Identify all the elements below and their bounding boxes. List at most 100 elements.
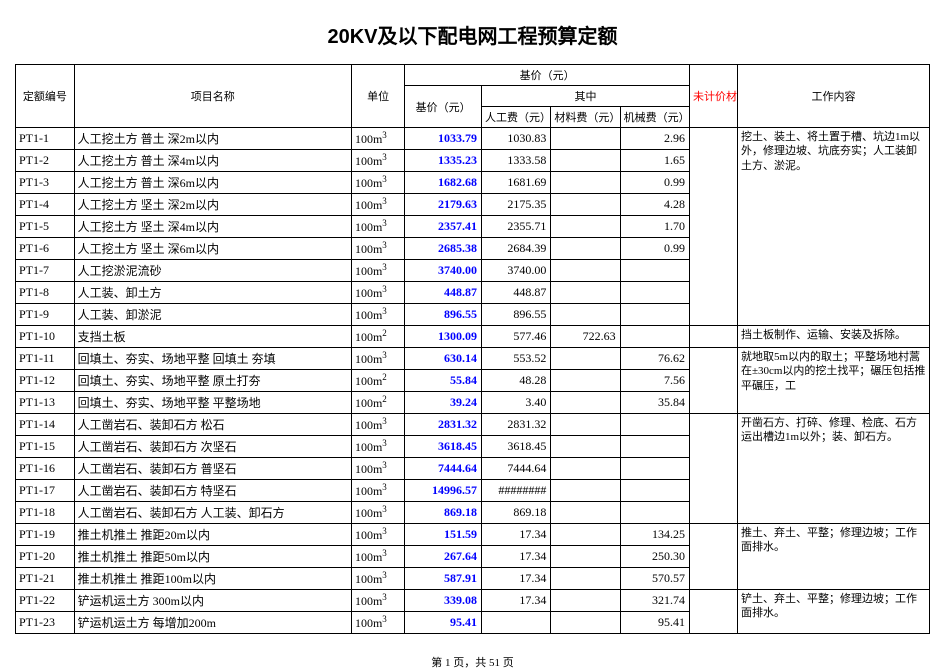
name-cell: 人工装、卸土方 <box>74 282 351 304</box>
machine-cell <box>620 260 689 282</box>
name-cell: 人工凿岩石、装卸石方 松石 <box>74 414 351 436</box>
machine-cell: 4.28 <box>620 194 689 216</box>
code-cell: PT1-22 <box>16 590 75 612</box>
name-cell: 人工挖土方 普土 深6m以内 <box>74 172 351 194</box>
material-cell <box>551 238 620 260</box>
material-cell <box>551 260 620 282</box>
material-cell <box>551 414 620 436</box>
labor-cell: 2355.71 <box>482 216 551 238</box>
machine-cell: 2.96 <box>620 128 689 150</box>
table-body: PT1-1人工挖土方 普土 深2m以内100m31033.791030.832.… <box>16 128 930 634</box>
price-cell: 2685.38 <box>405 238 482 260</box>
price-cell: 95.41 <box>405 612 482 634</box>
price-cell: 448.87 <box>405 282 482 304</box>
table-header: 定额编号 项目名称 单位 基价（元） 未计价材料包括 工作内容 基价（元） 其中… <box>16 65 930 128</box>
price-cell: 1335.23 <box>405 150 482 172</box>
name-cell: 支挡土板 <box>74 326 351 348</box>
price-cell: 1033.79 <box>405 128 482 150</box>
name-cell: 人工装、卸淤泥 <box>74 304 351 326</box>
name-cell: 人工挖土方 坚土 深4m以内 <box>74 216 351 238</box>
header-not-included: 未计价材料包括 <box>689 65 737 128</box>
table-row: PT1-11回填土、夯实、场地平整 回填土 夯填100m3630.14553.5… <box>16 348 930 370</box>
material-cell <box>551 524 620 546</box>
machine-cell: 0.99 <box>620 172 689 194</box>
not-included-cell <box>689 414 737 524</box>
code-cell: PT1-11 <box>16 348 75 370</box>
unit-cell: 100m3 <box>351 524 404 546</box>
header-work: 工作内容 <box>737 65 929 128</box>
price-cell: 896.55 <box>405 304 482 326</box>
name-cell: 铲运机运土方 300m以内 <box>74 590 351 612</box>
machine-cell <box>620 458 689 480</box>
code-cell: PT1-2 <box>16 150 75 172</box>
not-included-cell <box>689 524 737 590</box>
material-cell <box>551 216 620 238</box>
name-cell: 人工凿岩石、装卸石方 次坚石 <box>74 436 351 458</box>
machine-cell: 7.56 <box>620 370 689 392</box>
machine-cell <box>620 326 689 348</box>
labor-cell: 577.46 <box>482 326 551 348</box>
material-cell <box>551 546 620 568</box>
labor-cell: 17.34 <box>482 546 551 568</box>
name-cell: 推土机推土 推距100m以内 <box>74 568 351 590</box>
machine-cell <box>620 414 689 436</box>
code-cell: PT1-16 <box>16 458 75 480</box>
work-content-cell: 推土、弃土、平整；修理边坡；工作面排水。 <box>737 524 929 590</box>
unit-cell: 100m3 <box>351 260 404 282</box>
unit-cell: 100m3 <box>351 502 404 524</box>
material-cell: 722.63 <box>551 326 620 348</box>
code-cell: PT1-4 <box>16 194 75 216</box>
name-cell: 人工挖土方 普土 深2m以内 <box>74 128 351 150</box>
price-cell: 2357.41 <box>405 216 482 238</box>
unit-cell: 100m3 <box>351 304 404 326</box>
material-cell <box>551 458 620 480</box>
unit-cell: 100m3 <box>351 348 404 370</box>
labor-cell: 3618.45 <box>482 436 551 458</box>
price-cell: 1300.09 <box>405 326 482 348</box>
unit-cell: 100m3 <box>351 590 404 612</box>
unit-cell: 100m3 <box>351 216 404 238</box>
material-cell <box>551 612 620 634</box>
code-cell: PT1-18 <box>16 502 75 524</box>
code-cell: PT1-5 <box>16 216 75 238</box>
code-cell: PT1-1 <box>16 128 75 150</box>
price-cell: 587.91 <box>405 568 482 590</box>
material-cell <box>551 304 620 326</box>
work-content-cell: 挡土板制作、运输、安装及拆除。 <box>737 326 929 348</box>
document-title: 20KV及以下配电网工程预算定额 <box>15 20 930 49</box>
price-cell: 14996.57 <box>405 480 482 502</box>
not-included-cell <box>689 326 737 348</box>
unit-cell: 100m3 <box>351 568 404 590</box>
table-row: PT1-22铲运机运土方 300m以内100m3339.0817.34321.7… <box>16 590 930 612</box>
machine-cell <box>620 304 689 326</box>
code-cell: PT1-17 <box>16 480 75 502</box>
code-cell: PT1-3 <box>16 172 75 194</box>
header-price-group: 基价（元） <box>405 65 690 86</box>
name-cell: 推土机推土 推距20m以内 <box>74 524 351 546</box>
machine-cell: 134.25 <box>620 524 689 546</box>
labor-cell: 1333.58 <box>482 150 551 172</box>
price-cell: 869.18 <box>405 502 482 524</box>
not-included-cell <box>689 128 737 326</box>
unit-cell: 100m3 <box>351 414 404 436</box>
name-cell: 人工凿岩石、装卸石方 普坚石 <box>74 458 351 480</box>
labor-cell: 896.55 <box>482 304 551 326</box>
unit-cell: 100m3 <box>351 458 404 480</box>
machine-cell: 76.62 <box>620 348 689 370</box>
material-cell <box>551 348 620 370</box>
quota-table: 定额编号 项目名称 单位 基价（元） 未计价材料包括 工作内容 基价（元） 其中… <box>15 64 930 634</box>
machine-cell: 95.41 <box>620 612 689 634</box>
price-cell: 2179.63 <box>405 194 482 216</box>
machine-cell: 35.84 <box>620 392 689 414</box>
machine-cell: 1.65 <box>620 150 689 172</box>
material-cell <box>551 370 620 392</box>
labor-cell <box>482 612 551 634</box>
unit-cell: 100m3 <box>351 238 404 260</box>
name-cell: 铲运机运土方 每增加200m <box>74 612 351 634</box>
labor-cell: 17.34 <box>482 568 551 590</box>
machine-cell: 250.30 <box>620 546 689 568</box>
work-content-cell: 就地取5m以内的取土；平整场地村蒿在±30cm以内的挖土找平；碾压包括推平碾压，… <box>737 348 929 414</box>
unit-cell: 100m3 <box>351 150 404 172</box>
code-cell: PT1-14 <box>16 414 75 436</box>
price-cell: 3618.45 <box>405 436 482 458</box>
